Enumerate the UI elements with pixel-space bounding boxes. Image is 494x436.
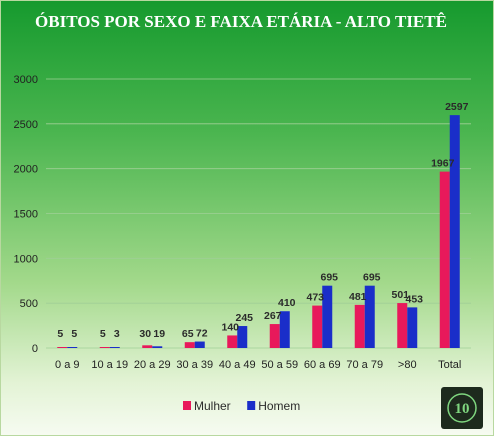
bar-homem [322,285,333,348]
x-tick-label: >80 [398,359,417,371]
legend: Mulher Homem [183,399,300,413]
logo-ring [447,393,477,423]
bar-homem [152,346,163,348]
y-tick-label: 1000 [14,253,38,265]
logo-10-anos-icon: 10 [441,387,483,429]
data-label: 30 [139,328,151,340]
x-tick-label: Total [438,359,461,371]
bar-mulher [439,171,450,348]
data-label: 267 [264,310,282,322]
x-tick-label: 60 a 69 [304,359,341,371]
data-label: 3 [114,328,120,340]
data-label: 473 [306,292,324,304]
data-label: 695 [320,272,338,284]
y-tick-label: 1500 [14,209,38,221]
bar-mulher [269,324,280,348]
data-label: 2597 [445,101,469,113]
legend-label: Mulher [194,399,231,413]
x-tick-label: 10 a 19 [91,359,128,371]
data-label: 481 [349,291,367,303]
logo-graphic: 10 [447,393,477,423]
bar-mulher [227,335,238,348]
chart-title: ÓBITOS POR SEXO E FAIXA ETÁRIA - ALTO TI… [35,12,447,31]
grid-layer [46,78,471,349]
bar-homem [67,347,78,348]
bar-mulher [354,304,365,348]
bars-layer [57,115,460,348]
data-label: 5 [57,328,63,340]
data-label: 695 [363,272,381,284]
axis-layer: 0 500 1000 1500 2000 2500 3000 0 a 9 10 a 19 20 a… [14,74,462,371]
data-label: 410 [278,297,296,309]
logo-text: 10 [455,401,470,417]
data-label: 1967 [431,158,455,170]
x-tick-label: 50 a 59 [261,359,298,371]
x-tick-label: 0 a 9 [55,359,79,371]
x-tick-label: 70 a 79 [346,359,383,371]
y-tick-label: 0 [32,343,38,355]
legend-swatch [183,401,191,410]
y-tick-label: 2000 [14,164,38,176]
data-label: 453 [405,293,423,305]
y-tick-label: 3000 [14,74,38,86]
bar-homem [194,341,205,348]
y-tick-label: 2500 [14,119,38,131]
bar-homem [364,285,375,348]
bar-homem [109,347,120,348]
data-label: 140 [221,321,239,333]
x-tick-label: 40 a 49 [219,359,256,371]
data-label: 5 [100,328,106,340]
data-label: 19 [153,328,165,340]
bar-mulher [142,345,153,348]
data-label: 5 [71,328,77,340]
legend-swatch [247,401,256,410]
x-tick-label: 30 a 39 [176,359,213,371]
bar-mulher [99,347,110,348]
legend-label: Homem [258,399,300,413]
x-tick-label: 20 a 29 [134,359,171,371]
bar-homem [279,311,290,348]
bar-mulher [184,342,195,348]
y-tick-label: 500 [20,298,38,310]
bar-homem [237,326,248,348]
bar-mulher [57,347,68,348]
data-label: 501 [391,289,409,301]
bar-homem [407,307,418,348]
bar-homem [449,115,460,348]
data-label: 65 [182,328,194,340]
bar-mulher [312,305,323,348]
bar-mulher [397,303,408,348]
data-label: 245 [235,312,253,324]
data-label: 72 [196,328,208,340]
